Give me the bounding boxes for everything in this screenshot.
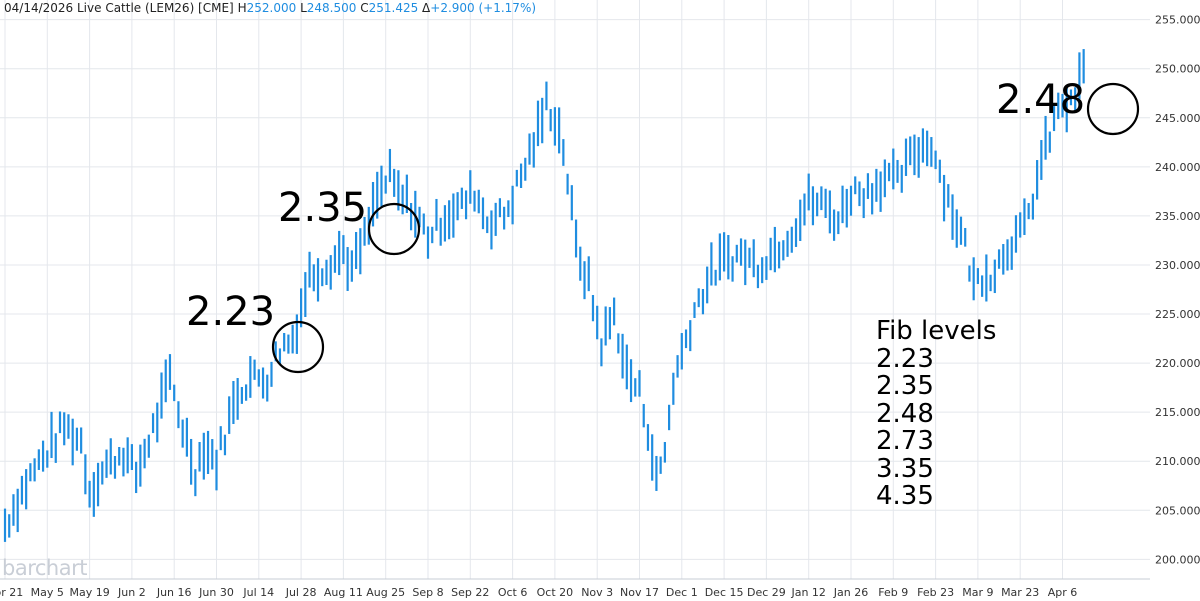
quote-instrument: Live Cattle (LEM26) [CME] <box>77 1 234 15</box>
axis-labels: 200.000 205.000 210.000 215.000 220.000 225.0… <box>0 14 1200 599</box>
x-tick-label: Nov 3 <box>581 586 613 599</box>
x-tick-label: Sep 8 <box>412 586 443 599</box>
annotation-label-3: 2.48 <box>996 77 1086 123</box>
annotation-label-1: 2.23 <box>186 289 276 335</box>
low-value: 248.500 <box>306 1 357 15</box>
x-tick-label: Jan 12 <box>790 586 825 599</box>
x-tick-label: Jun 2 <box>117 586 146 599</box>
close-label: C <box>360 1 369 15</box>
y-tick-label: 240.000 <box>1155 161 1200 174</box>
fib-level-6: 4.35 <box>876 481 934 511</box>
x-tick-label: Dec 15 <box>705 586 744 599</box>
y-tick-label: 250.000 <box>1155 63 1200 76</box>
annotation-circle-1 <box>271 320 325 374</box>
annotation-circle-2 <box>367 202 421 256</box>
x-tick-label: Apr 6 <box>1048 586 1078 599</box>
x-tick-label: Aug 25 <box>366 586 405 599</box>
x-tick-label: Jul 14 <box>242 586 274 599</box>
fib-level-5: 3.35 <box>876 453 934 484</box>
high-value: 252.000 <box>246 1 297 15</box>
x-tick-label: May 5 <box>31 586 64 599</box>
grid-layer <box>0 0 1150 580</box>
x-tick-label: Dec 29 <box>747 586 786 599</box>
y-tick-label: 230.000 <box>1155 259 1200 272</box>
annotation-circles <box>271 82 1140 374</box>
y-tick-label: 215.000 <box>1155 406 1200 419</box>
x-tick-label: Aug 11 <box>324 586 363 599</box>
y-tick-label: 255.000 <box>1155 14 1200 27</box>
y-tick-label: 245.000 <box>1155 112 1200 125</box>
low-label: L <box>300 1 307 15</box>
fib-level-1: 2.23 <box>876 343 934 374</box>
y-tick-label: 205.000 <box>1155 504 1200 517</box>
change-label: Δ <box>422 1 431 15</box>
x-tick-label: Oct 20 <box>537 586 574 599</box>
x-tick-label: Feb 23 <box>917 586 954 599</box>
y-tick-label: 210.000 <box>1155 455 1200 468</box>
annotation-circle-3 <box>1086 82 1140 136</box>
x-tick-label: Jan 26 <box>833 586 868 599</box>
x-tick-label: Feb 9 <box>878 586 908 599</box>
x-tick-label: Mar 23 <box>1001 586 1039 599</box>
fib-levels-box: Fib levels 2.23 2.35 2.48 2.73 3.35 4.35 <box>876 316 997 511</box>
x-tick-label: Oct 6 <box>498 586 528 599</box>
x-tick-label: Nov 17 <box>620 586 659 599</box>
x-tick-label: Mar 9 <box>962 586 993 599</box>
y-tick-label: 235.000 <box>1155 210 1200 223</box>
quote-header: 04/14/2026 Live Cattle (LEM26) [CME] H25… <box>4 1 536 15</box>
annotation-label-2: 2.35 <box>278 185 368 231</box>
y-tick-label: 200.000 <box>1155 553 1200 566</box>
x-tick-label: Dec 1 <box>666 586 698 599</box>
fib-level-3: 2.48 <box>876 398 934 429</box>
high-label: H <box>237 1 247 15</box>
fib-title: Fib levels <box>876 316 997 346</box>
change-value: +2.900 (+1.17%) <box>430 1 537 15</box>
x-tick-label: Jun 30 <box>198 586 234 599</box>
barchart-logo: barchart <box>2 556 87 580</box>
x-tick-label: Jul 28 <box>285 586 317 599</box>
close-value: 251.425 <box>368 1 419 15</box>
x-tick-label: Apr 21 <box>0 586 23 599</box>
x-tick-label: Jun 16 <box>156 586 192 599</box>
fib-level-4: 2.73 <box>876 426 934 456</box>
x-tick-label: Sep 22 <box>451 586 489 599</box>
y-tick-label: 225.000 <box>1155 308 1200 321</box>
y-tick-label: 220.000 <box>1155 357 1200 370</box>
fib-level-2: 2.35 <box>876 371 934 401</box>
quote-date: 04/14/2026 <box>4 1 74 15</box>
x-tick-label: May 19 <box>69 586 109 599</box>
